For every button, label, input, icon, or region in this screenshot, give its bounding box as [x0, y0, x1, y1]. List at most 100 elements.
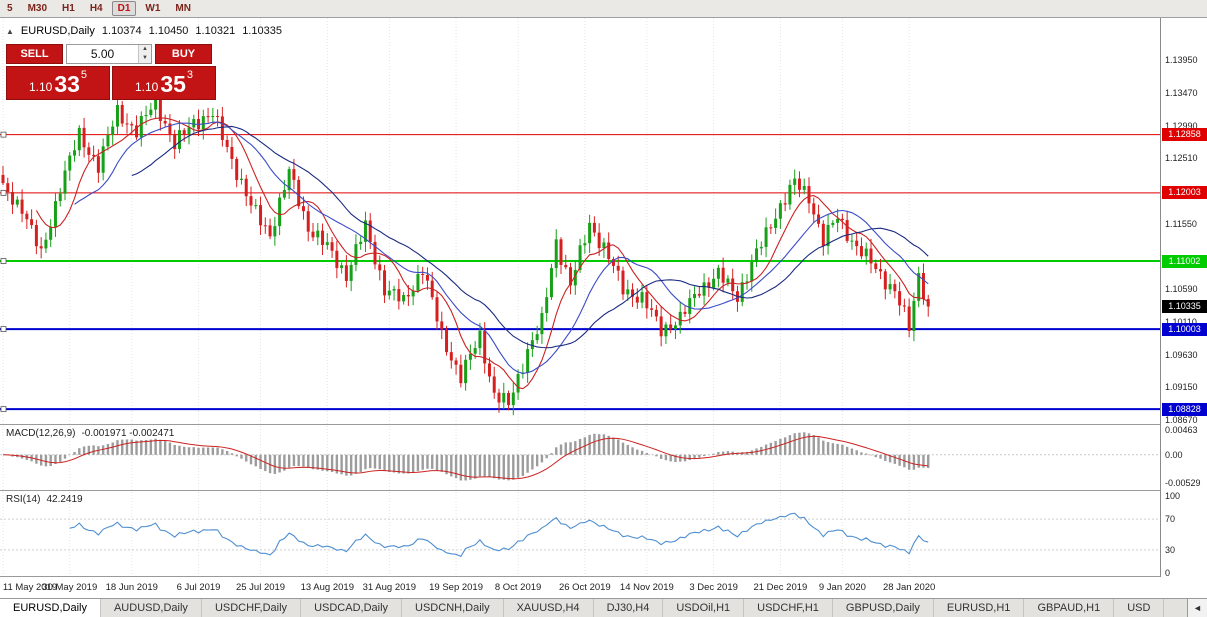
level-anchor-handle[interactable] [0, 406, 7, 413]
rsi-indicator-name: RSI(14) [6, 494, 41, 505]
rsi-axis-label: 100 [1165, 491, 1181, 501]
tab-audusd-daily[interactable]: AUDUSD,Daily [101, 599, 202, 617]
price-level-badge: 1.10003 [1162, 322, 1207, 336]
date-axis-label: 26 Oct 2019 [558, 582, 611, 593]
timeframe-button-5[interactable]: 5 [7, 3, 13, 14]
tab-eurusd-daily[interactable]: EURUSD,Daily [0, 599, 101, 617]
date-axis-separator [0, 576, 1207, 577]
volume-down-icon[interactable]: ▼ [139, 54, 151, 63]
timeframe-button-d1[interactable]: D1 [111, 1, 137, 16]
rsi-pane-separator[interactable] [0, 490, 1207, 491]
macd-pane-separator[interactable] [0, 424, 1207, 425]
macd-axis-label: 0.00463 [1165, 424, 1198, 435]
sell-price-display[interactable]: 1.10 33 5 [6, 66, 110, 100]
ohlc-high: 1.10450 [148, 25, 189, 37]
tab-dj30-h4[interactable]: DJ30,H4 [594, 599, 664, 617]
price-level-badge: 1.11002 [1162, 254, 1207, 268]
rsi-line [69, 512, 929, 558]
macd-axis-label: 0.00 [1165, 449, 1183, 460]
price-axis-label: 1.10110 [1165, 317, 1197, 327]
sell-price-sup: 5 [80, 69, 88, 81]
sell-button[interactable]: SELL [6, 44, 63, 64]
volume-spinner: ▲ ▼ [138, 45, 151, 63]
rsi-indicator-value: 42.2419 [46, 494, 83, 505]
level-anchor-handle[interactable] [0, 131, 7, 138]
level-anchor-handle[interactable] [0, 258, 7, 264]
volume-value[interactable]: 5.00 [90, 47, 115, 61]
date-axis-label: 30 May 2019 [42, 582, 98, 593]
tab-scroll-left-icon[interactable]: ◄ [1187, 599, 1207, 617]
moving-average-line-8 [35, 117, 929, 390]
rsi-axis-label: 70 [1165, 514, 1176, 525]
date-axis-label: 21 Dec 2019 [753, 582, 808, 593]
price-axis-label: 1.09630 [1165, 349, 1198, 360]
sell-price-big: 33 [54, 71, 80, 97]
price-axis-label: 1.08670 [1165, 414, 1198, 425]
timeframe-button-h1[interactable]: H1 [62, 3, 75, 14]
date-axis-label: 9 Jan 2020 [818, 582, 866, 593]
timeframe-button-h4[interactable]: H4 [89, 3, 103, 14]
tab-gbpaud-h1[interactable]: GBPAUD,H1 [1024, 599, 1115, 617]
volume-input[interactable]: 5.00 ▲ ▼ [66, 44, 152, 64]
macd-indicator-values: -0.001971 -0.002471 [81, 428, 175, 439]
date-axis-label: 8 Oct 2019 [494, 582, 542, 593]
buy-price-prefix: 1.10 [134, 80, 159, 94]
tab-usdcad-daily[interactable]: USDCAD,Daily [301, 599, 403, 617]
symbol-tab-bar: EURUSD,Daily AUDUSD,Daily USDCHF,Daily USDC… [0, 598, 1207, 617]
rsi-axis-label: 0 [1165, 568, 1171, 578]
chart-canvas[interactable] [0, 18, 1160, 598]
date-axis[interactable]: 11 May 2019 30 May 2019 18 Jun 2019 6 Jul 2… [0, 577, 1160, 598]
price-axis-label: 1.13950 [1165, 55, 1198, 66]
price-axis-label: 1.09150 [1165, 382, 1198, 393]
chart-symbol-label: EURUSD,Daily [20, 25, 95, 37]
ohlc-close: 1.10335 [242, 25, 282, 37]
timeframe-button-w1[interactable]: W1 [145, 3, 161, 14]
tab-usdoil-h1[interactable]: USDOil,H1 [663, 599, 745, 617]
tab-eurusd-h1[interactable]: EURUSD,H1 [934, 599, 1025, 617]
one-click-trading-panel: SELL 5.00 ▲ ▼ BUY 1.10 33 5 1.10 35 3 [6, 44, 218, 100]
current-price-badge: 1.10335 [1162, 299, 1207, 313]
level-anchor-handle[interactable] [0, 189, 7, 196]
timeframe-button-mn[interactable]: MN [175, 3, 191, 14]
volume-up-icon[interactable]: ▲ [139, 45, 151, 54]
buy-button[interactable]: BUY [155, 44, 212, 64]
date-axis-label: 3 Dec 2019 [689, 582, 738, 593]
tab-usdcnh-daily[interactable]: USDCNH,Daily [402, 599, 504, 617]
price-level-badge: 1.12858 [1162, 128, 1207, 142]
price-axis-label: 1.10590 [1165, 284, 1198, 295]
date-axis-label: 13 Aug 2019 [300, 582, 354, 593]
tab-usd[interactable]: USD [1114, 599, 1165, 617]
macd-signal-line [2, 435, 929, 480]
tab-xauusd-h4[interactable]: XAUUSD,H4 [504, 599, 594, 617]
price-axis-label: 1.12510 [1165, 153, 1198, 164]
candlestick-series [1, 88, 930, 416]
tab-usdchf-daily[interactable]: USDCHF,Daily [202, 599, 302, 617]
trade-panel-controls: SELL 5.00 ▲ ▼ BUY [6, 44, 218, 64]
price-level-badge: 1.08828 [1162, 402, 1207, 416]
trade-panel-prices: 1.10 33 5 1.10 35 3 [6, 66, 218, 100]
ohlc-open: 1.10374 [101, 25, 142, 37]
ohlc-low: 1.10321 [195, 25, 236, 37]
price-level-badge: 1.12003 [1162, 186, 1207, 200]
buy-price-display[interactable]: 1.10 35 3 [112, 66, 216, 100]
chart-region: ▲ EURUSD,Daily 1.10374 1.10450 1.10321 1… [0, 18, 1207, 598]
tab-gbpusd-daily[interactable]: GBPUSD,Daily [833, 599, 934, 617]
rsi-pane-label: RSI(14) 42.2419 [6, 494, 89, 505]
price-axis[interactable]: 1.13950 1.13470 1.12990 1.12510 1.11550 1.105… [1160, 18, 1207, 578]
tab-usdchf-h1[interactable]: USDCHF,H1 [744, 599, 833, 617]
macd-histogram [6, 432, 930, 481]
date-axis-label: 25 Jul 2019 [235, 582, 286, 593]
rsi-axis-label: 30 [1165, 544, 1176, 555]
date-axis-label: 6 Jul 2019 [176, 582, 221, 593]
chart-ohlc-header: ▲ EURUSD,Daily 1.10374 1.10450 1.10321 1… [6, 25, 282, 37]
macd-axis-label: -0.00529 [1165, 478, 1201, 489]
level-anchor-handle[interactable] [0, 326, 7, 333]
date-axis-label: 11 May 2019 [2, 582, 58, 593]
date-axis-label: 28 Jan 2020 [882, 582, 936, 593]
buy-price-big: 35 [160, 71, 186, 97]
timeframe-button-m30[interactable]: M30 [27, 3, 48, 14]
timeframe-toolbar: 5 M30 H1 H4 D1 W1 MN [0, 0, 1207, 18]
collapse-arrow-icon[interactable]: ▲ [6, 26, 14, 36]
moving-average-line-16 [74, 121, 929, 374]
macd-pane-label: MACD(12,26,9) -0.001971 -0.002471 [6, 428, 180, 439]
